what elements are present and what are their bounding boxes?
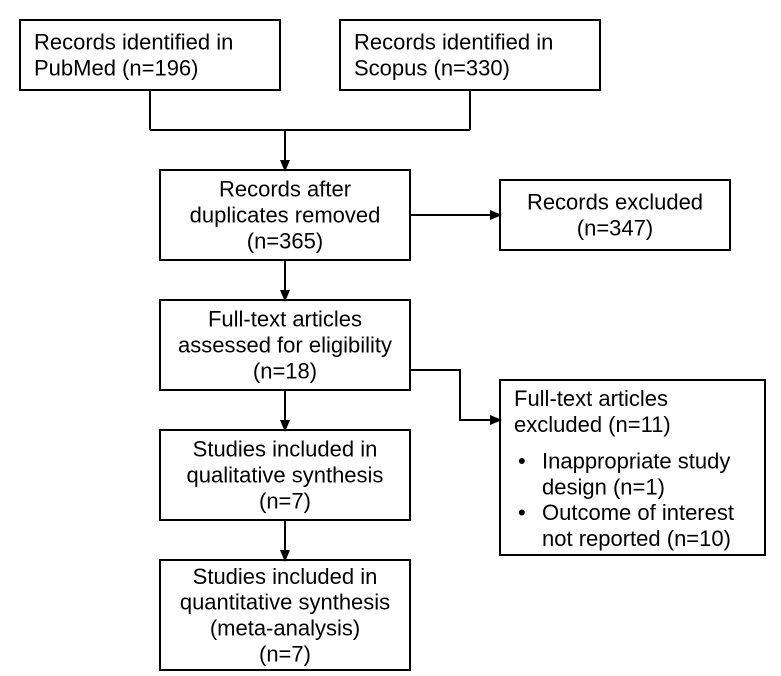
prisma-flowchart: Records identified inPubMed (n=196)Recor…: [0, 0, 781, 676]
svg-text:Full-text articles: Full-text articles: [514, 386, 668, 411]
svg-text:(n=7): (n=7): [259, 489, 311, 514]
svg-text:design (n=1): design (n=1): [542, 474, 665, 499]
svg-text:•: •: [518, 500, 526, 525]
svg-text:assessed for eligibility: assessed for eligibility: [178, 333, 392, 358]
svg-text:duplicates removed: duplicates removed: [190, 203, 381, 228]
svg-text:Studies included in: Studies included in: [193, 564, 378, 589]
svg-text:Records identified in: Records identified in: [34, 30, 233, 55]
svg-text:Outcome of interest: Outcome of interest: [542, 500, 734, 525]
svg-text:Full-text articles: Full-text articles: [208, 307, 362, 332]
svg-text:Studies included in: Studies included in: [193, 437, 378, 462]
svg-text:Scopus (n=330): Scopus (n=330): [354, 56, 510, 81]
edge-fulltext-excluded2: [410, 370, 500, 420]
svg-text:(n=347): (n=347): [577, 216, 653, 241]
svg-text:Records identified in: Records identified in: [354, 30, 553, 55]
svg-text:excluded (n=11): excluded (n=11): [514, 412, 671, 437]
svg-text:•: •: [518, 448, 526, 473]
svg-text:PubMed (n=196): PubMed (n=196): [34, 56, 199, 81]
svg-text:(n=365): (n=365): [247, 229, 323, 254]
svg-text:(n=7): (n=7): [259, 642, 311, 667]
svg-text:Records excluded: Records excluded: [527, 190, 703, 215]
svg-text:Records after: Records after: [219, 177, 351, 202]
svg-text:Inappropriate study: Inappropriate study: [542, 448, 730, 473]
svg-text:(meta-analysis): (meta-analysis): [210, 616, 360, 641]
svg-text:(n=18): (n=18): [253, 359, 317, 384]
svg-text:not reported (n=10): not reported (n=10): [542, 526, 731, 551]
svg-text:qualitative synthesis: qualitative synthesis: [187, 463, 384, 488]
svg-text:quantitative synthesis: quantitative synthesis: [180, 590, 390, 615]
